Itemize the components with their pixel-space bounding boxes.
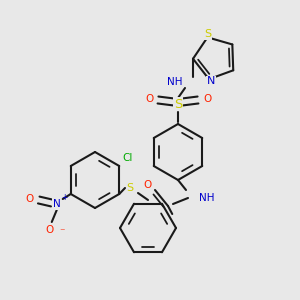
Text: N: N [207, 76, 215, 86]
Text: NH: NH [167, 77, 183, 87]
Text: S: S [126, 183, 134, 193]
Text: +: + [61, 193, 68, 202]
Text: S: S [204, 29, 211, 39]
Text: O: O [145, 94, 153, 104]
Text: Cl: Cl [122, 153, 132, 163]
Text: O: O [26, 194, 34, 204]
Text: NH: NH [199, 193, 214, 203]
Text: S: S [174, 98, 182, 110]
Text: ⁻: ⁻ [59, 227, 64, 237]
Text: O: O [203, 94, 211, 104]
Text: O: O [144, 180, 152, 190]
Text: O: O [46, 225, 54, 235]
Text: N: N [53, 199, 61, 209]
